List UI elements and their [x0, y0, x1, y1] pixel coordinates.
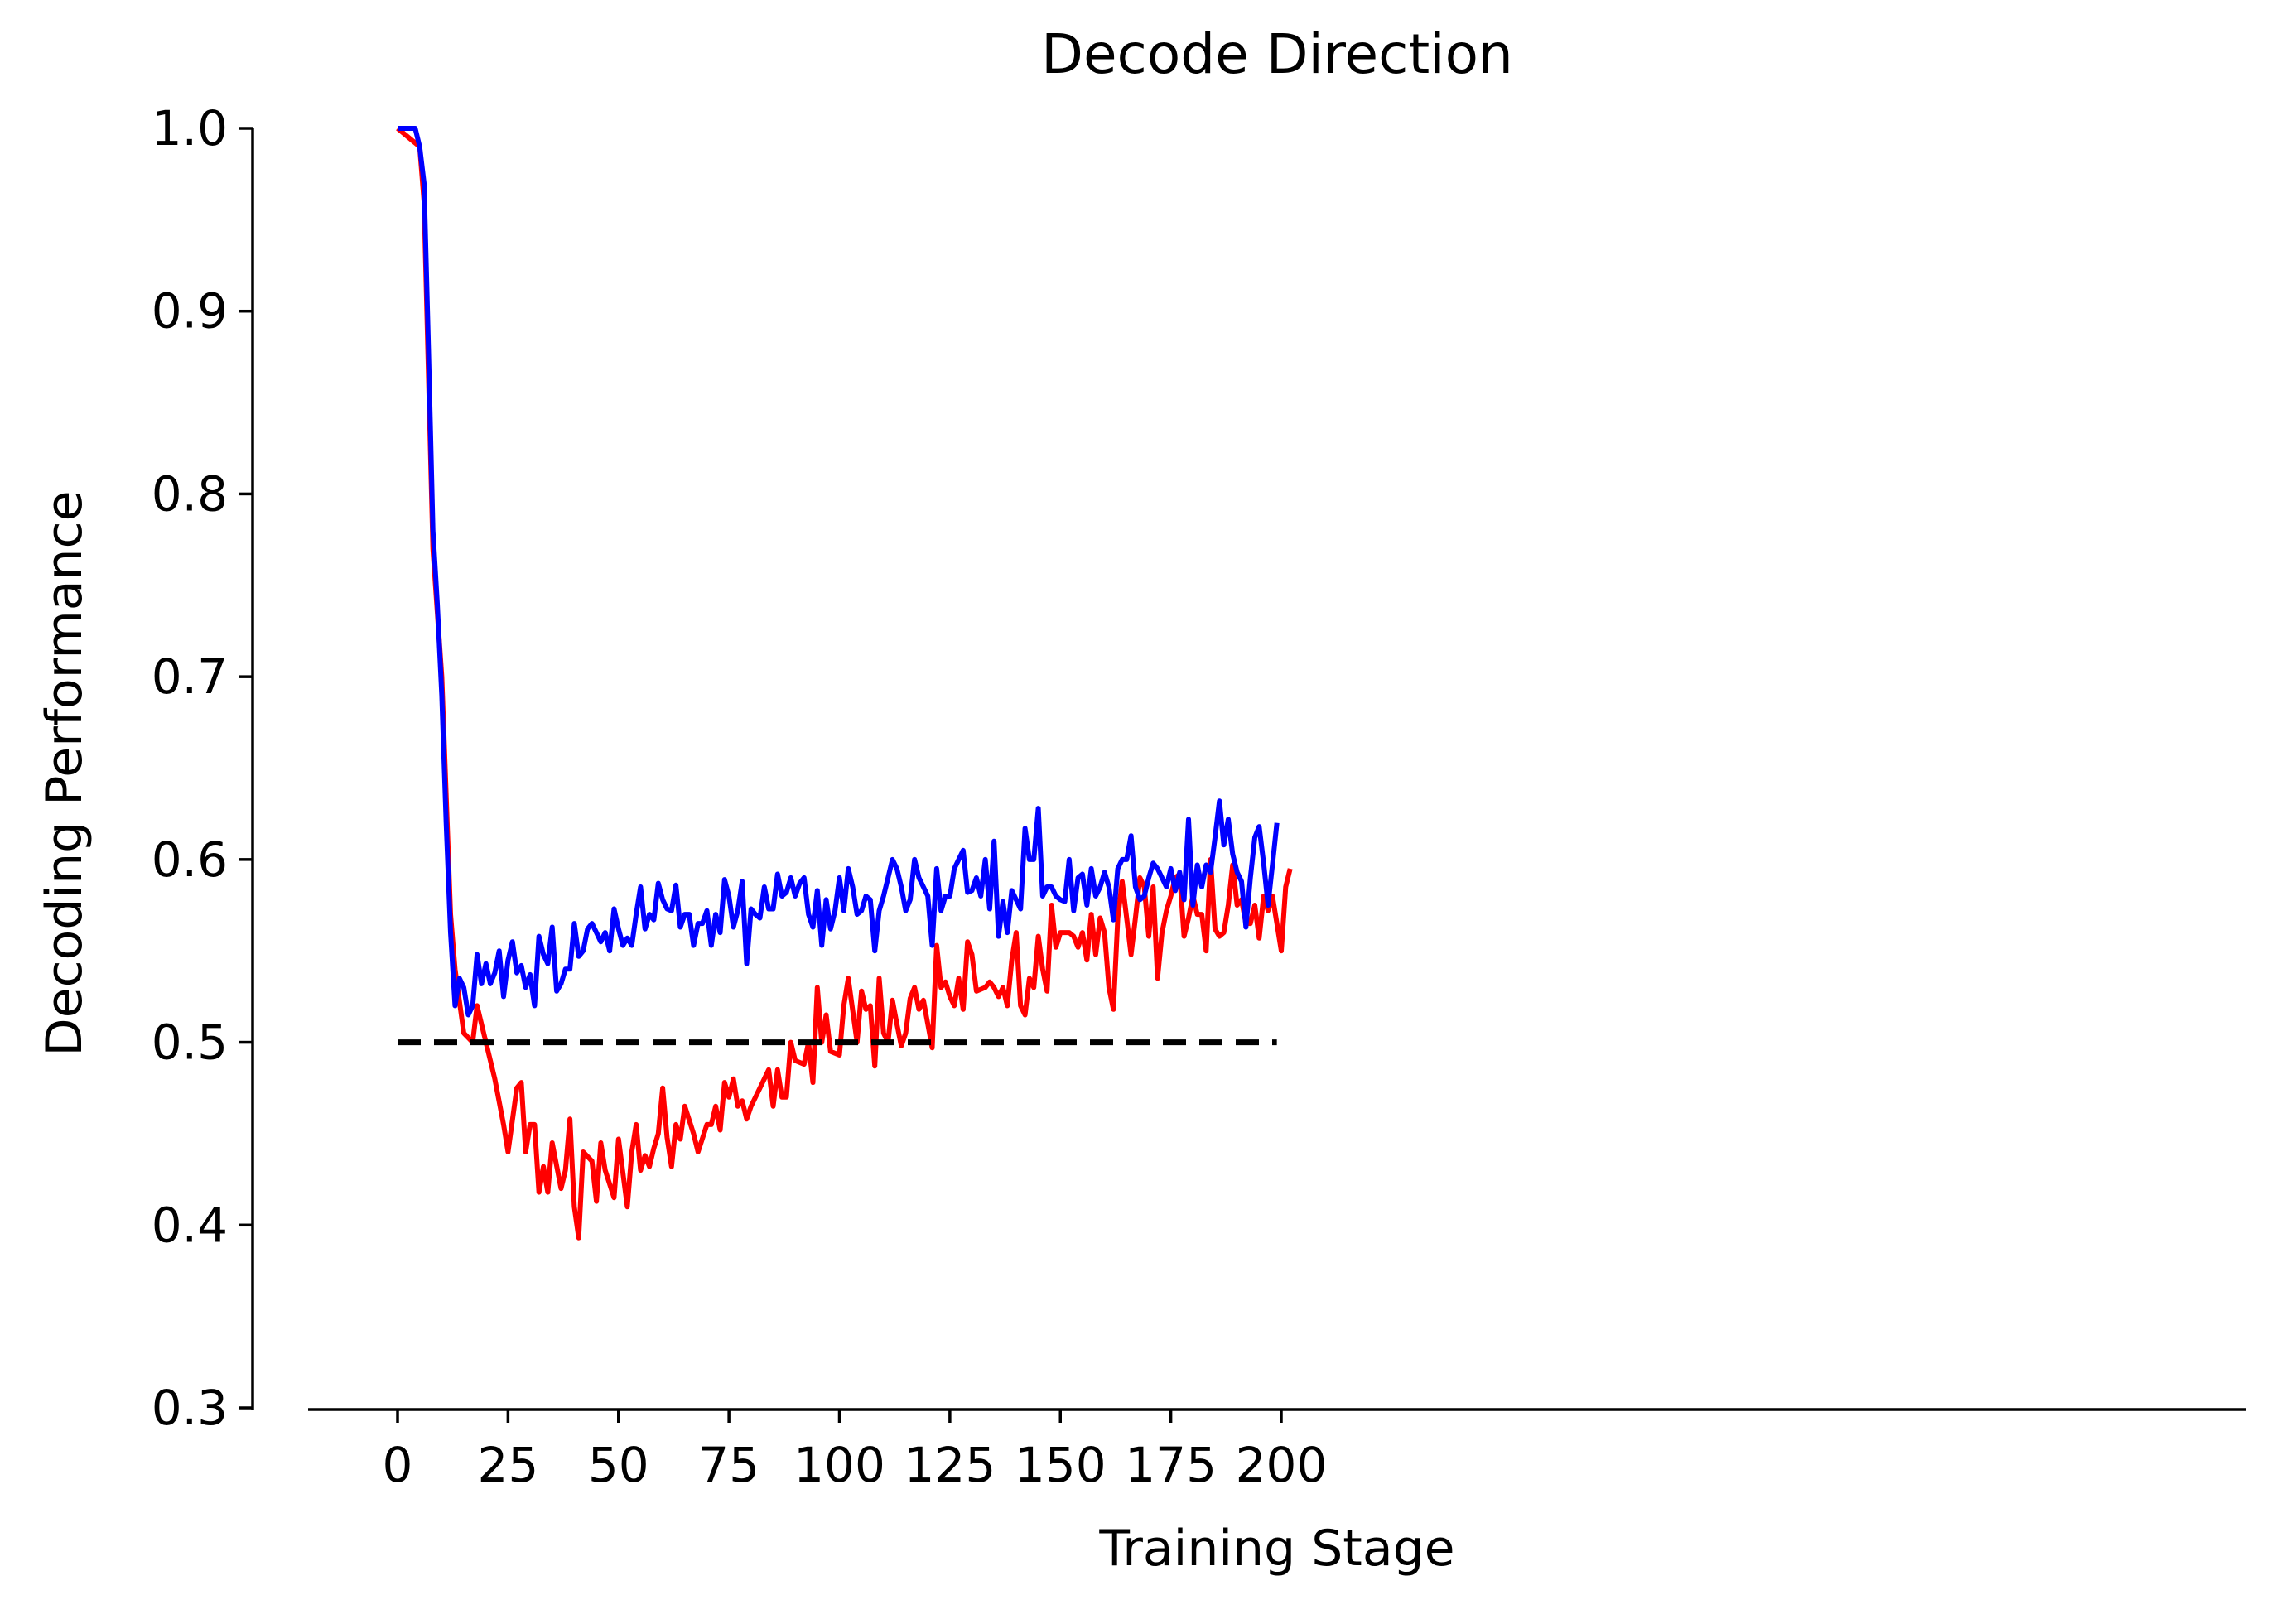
- x-tick-label: 150: [1015, 1437, 1107, 1493]
- series-line-1: [398, 126, 1280, 1018]
- y-tick-label: 0.9: [152, 283, 228, 340]
- y-tick-label: 0.5: [152, 1014, 228, 1071]
- y-tick-label: 0.7: [152, 648, 228, 705]
- y-tick-label: 0.3: [152, 1380, 228, 1436]
- y-tick-label: 0.4: [152, 1197, 228, 1253]
- x-tick-label: 125: [904, 1437, 996, 1493]
- x-tick-label: 175: [1125, 1437, 1217, 1493]
- plot-area: [396, 126, 1293, 1241]
- chart-title: Decode Direction: [1041, 22, 1513, 86]
- x-tick-label: 25: [477, 1437, 538, 1493]
- y-tick-label: 0.6: [152, 831, 228, 888]
- y-axis-label: Decoding Performance: [36, 491, 94, 1057]
- y-tick-label: 1.0: [152, 100, 228, 157]
- x-tick-label: 100: [793, 1437, 885, 1493]
- x-axis: 0 25 50 75 100 125 150 175 200: [308, 1408, 2246, 1493]
- x-tick-label: 50: [588, 1437, 649, 1493]
- x-tick-label: 200: [1236, 1437, 1328, 1493]
- x-tick-label: 0: [383, 1437, 413, 1493]
- x-axis-label: Training Stage: [1098, 1520, 1454, 1578]
- x-tick-label: 75: [698, 1437, 759, 1493]
- y-tick-label: 0.8: [152, 465, 228, 522]
- y-axis: 0.3 0.4 0.5 0.6 0.7 0.8 0.9 1.0: [152, 100, 254, 1436]
- series-line-0: [396, 126, 1293, 1241]
